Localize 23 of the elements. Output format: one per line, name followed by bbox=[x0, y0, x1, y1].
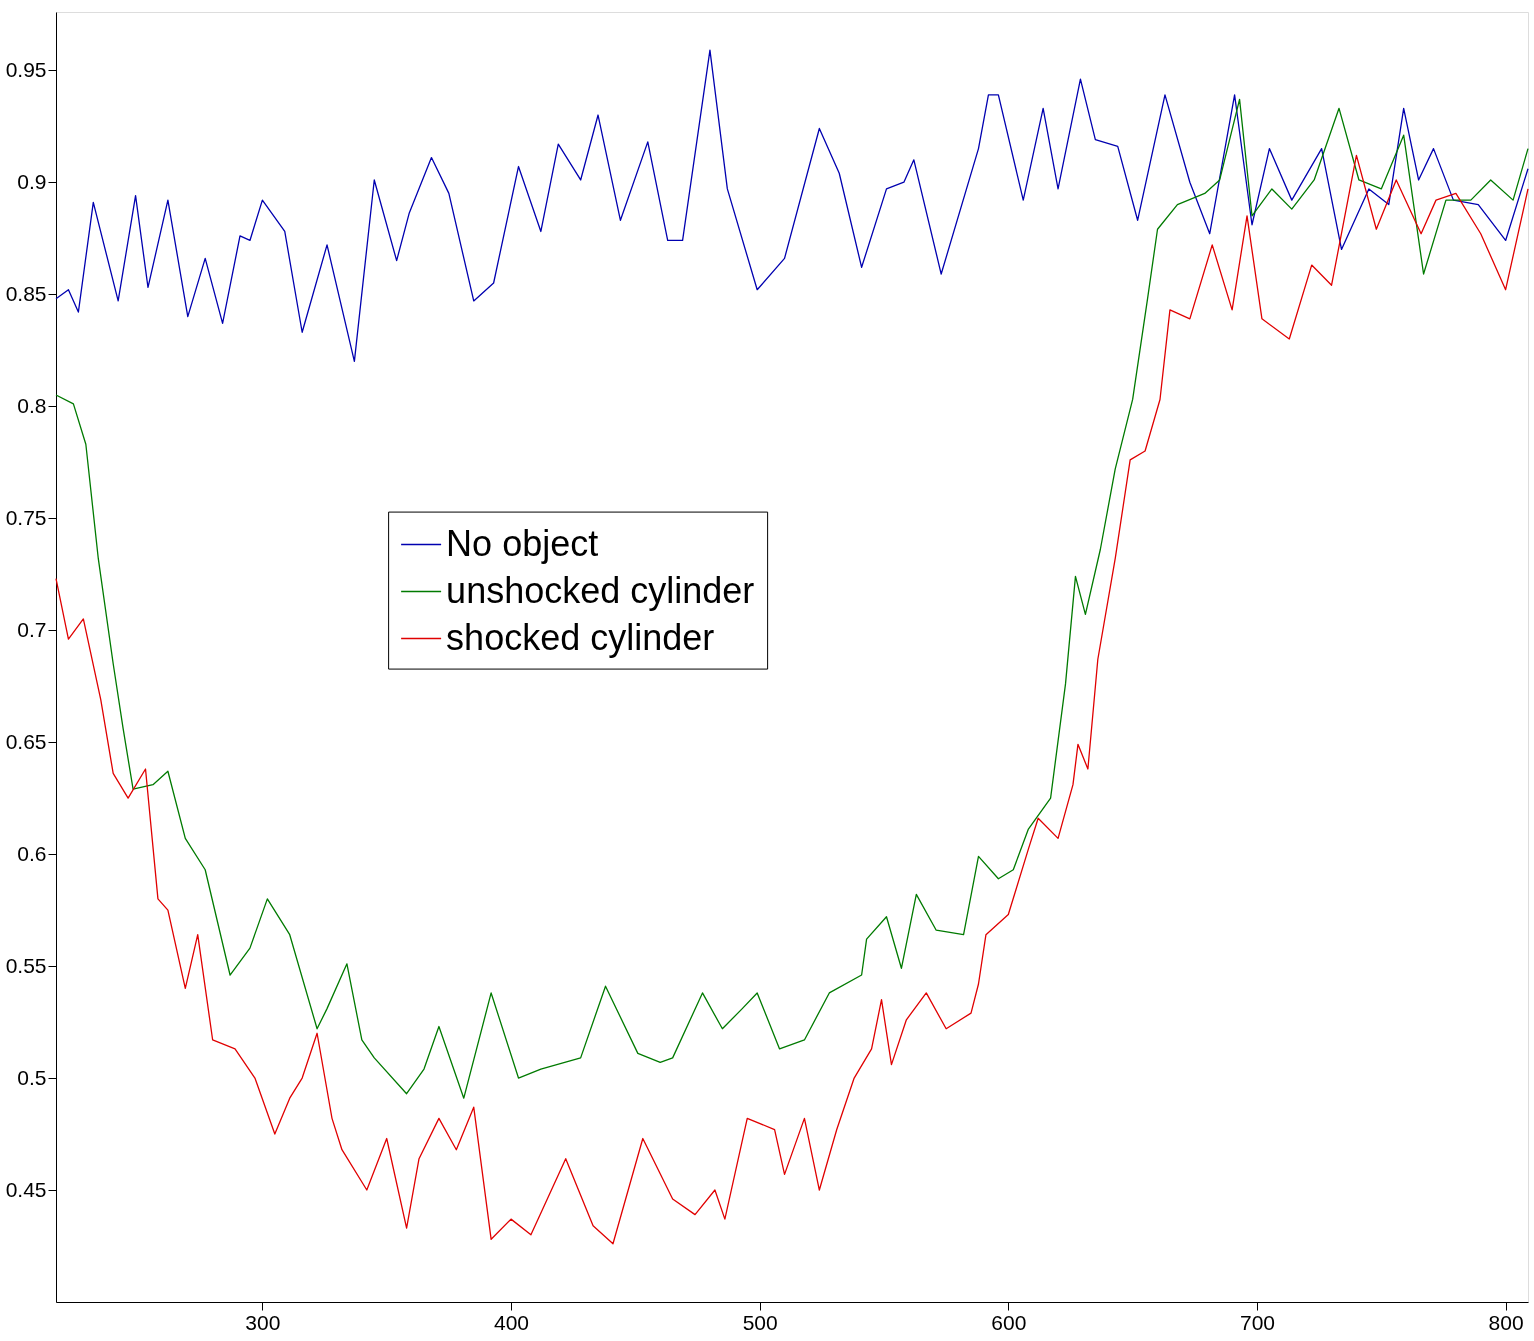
x-tick-label: 300 bbox=[245, 1310, 281, 1334]
y-tick-label: 0.5 bbox=[17, 1065, 47, 1089]
legend-label: shocked cylinder bbox=[446, 616, 715, 658]
y-tick-label: 0.9 bbox=[17, 169, 47, 193]
x-tick-label: 700 bbox=[1239, 1310, 1275, 1334]
line-series bbox=[55, 49, 1529, 363]
y-tick-label: 0.85 bbox=[5, 281, 47, 305]
x-tick-label: 800 bbox=[1488, 1310, 1524, 1334]
y-tick-label: 0.75 bbox=[5, 505, 47, 529]
y-tick-label: 0.55 bbox=[5, 953, 47, 977]
legend-label: No object bbox=[446, 522, 599, 564]
line-series bbox=[55, 98, 1529, 1099]
line-series bbox=[55, 154, 1529, 1245]
y-tick-label: 0.45 bbox=[5, 1177, 47, 1201]
y-tick-label: 0.7 bbox=[17, 617, 47, 641]
x-tick-label: 500 bbox=[742, 1310, 778, 1334]
y-tick-label: 0.8 bbox=[17, 393, 47, 417]
y-tick-label: 0.65 bbox=[5, 729, 47, 753]
y-tick-label: 0.6 bbox=[17, 841, 47, 865]
x-tick-label: 400 bbox=[494, 1310, 530, 1334]
x-tick-label: 600 bbox=[991, 1310, 1027, 1334]
y-tick-label: 0.95 bbox=[5, 57, 47, 81]
legend-label: unshocked cylinder bbox=[446, 569, 755, 611]
